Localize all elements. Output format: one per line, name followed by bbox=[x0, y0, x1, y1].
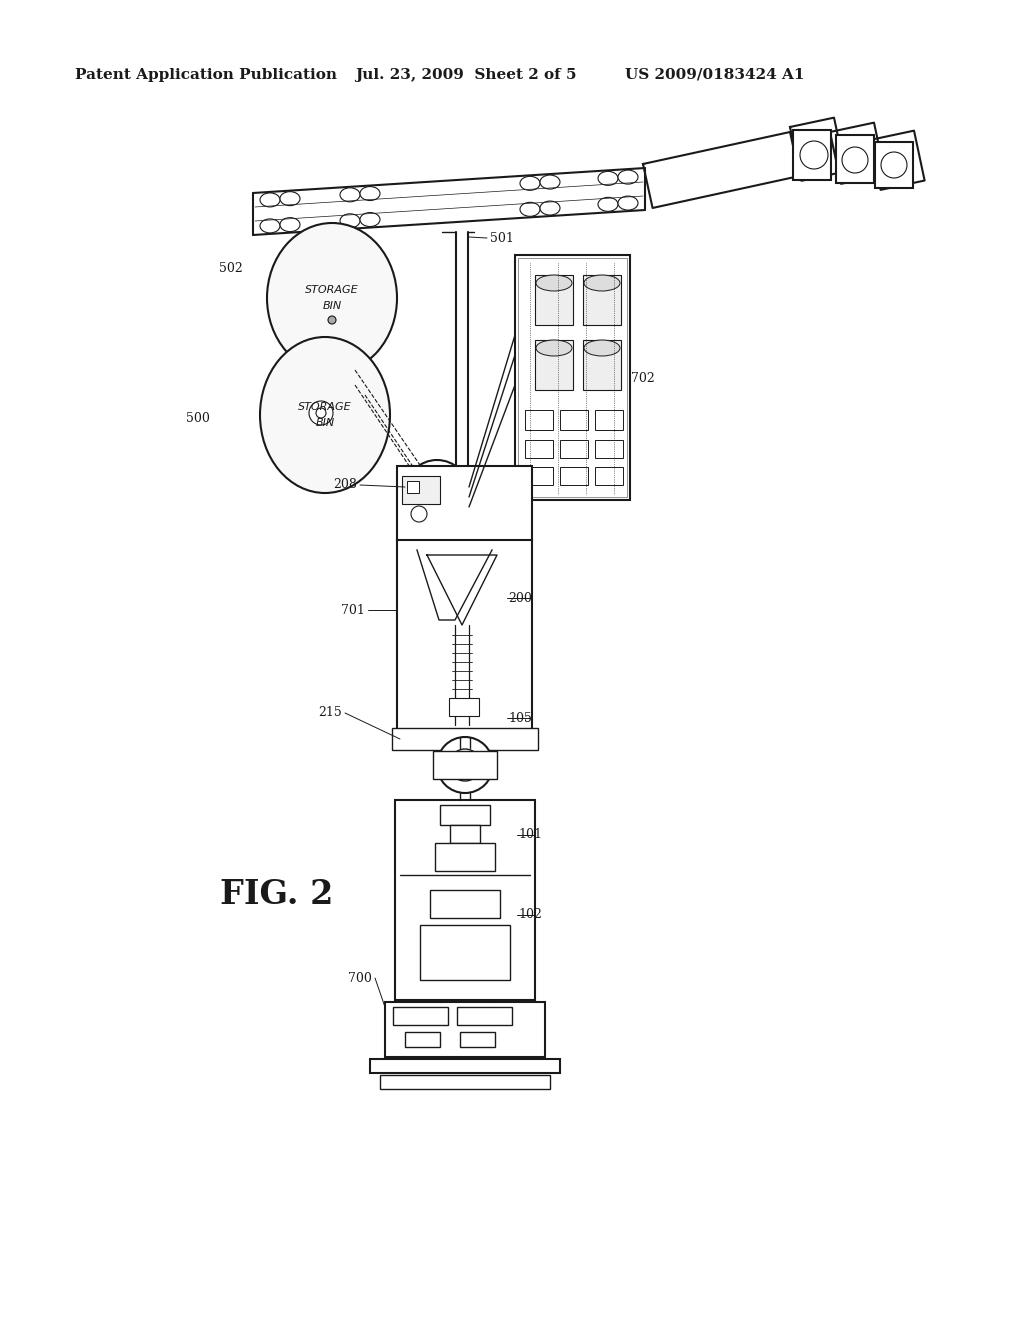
Bar bbox=[836, 135, 874, 183]
Bar bbox=[525, 467, 553, 484]
Bar bbox=[457, 1007, 512, 1026]
Bar bbox=[393, 1007, 449, 1026]
Bar bbox=[392, 729, 538, 750]
Bar bbox=[420, 925, 510, 979]
Bar bbox=[525, 411, 553, 430]
Bar bbox=[406, 1032, 440, 1047]
Text: FIG. 2: FIG. 2 bbox=[220, 879, 334, 912]
Bar bbox=[535, 341, 573, 389]
Text: 502: 502 bbox=[219, 261, 243, 275]
Ellipse shape bbox=[280, 191, 300, 206]
Ellipse shape bbox=[260, 337, 390, 492]
Ellipse shape bbox=[618, 170, 638, 183]
Bar bbox=[395, 800, 535, 1001]
Text: 501: 501 bbox=[490, 231, 514, 244]
Ellipse shape bbox=[360, 213, 380, 227]
Text: STORAGE: STORAGE bbox=[298, 403, 352, 412]
Bar bbox=[518, 257, 627, 498]
Ellipse shape bbox=[540, 176, 560, 189]
Text: STORAGE: STORAGE bbox=[305, 285, 358, 294]
Ellipse shape bbox=[520, 202, 540, 216]
Text: Patent Application Publication: Patent Application Publication bbox=[75, 69, 337, 82]
Ellipse shape bbox=[260, 219, 280, 232]
Circle shape bbox=[449, 748, 481, 781]
Text: 500: 500 bbox=[186, 412, 210, 425]
Text: Jul. 23, 2009  Sheet 2 of 5: Jul. 23, 2009 Sheet 2 of 5 bbox=[355, 69, 577, 82]
Ellipse shape bbox=[598, 172, 618, 185]
Bar bbox=[515, 255, 630, 500]
Bar bbox=[560, 467, 588, 484]
Text: 702: 702 bbox=[631, 371, 654, 384]
Circle shape bbox=[842, 147, 868, 173]
Text: 102: 102 bbox=[518, 908, 542, 921]
Circle shape bbox=[460, 760, 470, 770]
Bar bbox=[595, 411, 623, 430]
Text: 208: 208 bbox=[333, 479, 357, 491]
Ellipse shape bbox=[540, 201, 560, 215]
Bar bbox=[583, 275, 621, 325]
Bar bbox=[433, 751, 497, 779]
Text: 105: 105 bbox=[508, 711, 531, 725]
Bar bbox=[450, 825, 480, 843]
Bar bbox=[560, 411, 588, 430]
Circle shape bbox=[437, 737, 493, 793]
Bar bbox=[449, 698, 479, 715]
Bar bbox=[560, 440, 588, 458]
Ellipse shape bbox=[267, 223, 397, 374]
Ellipse shape bbox=[536, 341, 572, 356]
Bar bbox=[380, 1074, 550, 1089]
Ellipse shape bbox=[598, 198, 618, 211]
Bar bbox=[397, 540, 532, 730]
Bar bbox=[370, 1059, 560, 1073]
Text: 200: 200 bbox=[508, 591, 531, 605]
Bar bbox=[874, 143, 913, 187]
Bar bbox=[385, 1002, 545, 1057]
Ellipse shape bbox=[340, 187, 360, 202]
Ellipse shape bbox=[360, 186, 380, 201]
Circle shape bbox=[309, 401, 333, 425]
Text: BIN: BIN bbox=[315, 418, 335, 428]
Ellipse shape bbox=[536, 275, 572, 290]
Bar bbox=[793, 129, 831, 180]
Bar bbox=[430, 890, 500, 917]
Ellipse shape bbox=[618, 197, 638, 210]
Text: 701: 701 bbox=[341, 603, 365, 616]
Bar bbox=[583, 341, 621, 389]
Bar bbox=[595, 467, 623, 484]
Ellipse shape bbox=[584, 275, 620, 290]
Bar bbox=[435, 843, 495, 871]
Text: 700: 700 bbox=[348, 972, 372, 985]
Circle shape bbox=[406, 459, 469, 524]
Circle shape bbox=[316, 408, 326, 418]
Text: US 2009/0183424 A1: US 2009/0183424 A1 bbox=[625, 69, 805, 82]
Text: 101: 101 bbox=[518, 829, 542, 842]
Bar bbox=[595, 440, 623, 458]
Circle shape bbox=[800, 141, 828, 169]
Ellipse shape bbox=[520, 177, 540, 190]
Ellipse shape bbox=[340, 214, 360, 228]
Bar bbox=[397, 466, 532, 541]
Bar bbox=[535, 275, 573, 325]
Circle shape bbox=[419, 474, 455, 510]
Bar bbox=[460, 1032, 495, 1047]
Bar bbox=[440, 805, 490, 825]
Ellipse shape bbox=[584, 341, 620, 356]
Circle shape bbox=[411, 506, 427, 521]
Bar bbox=[402, 477, 440, 504]
Bar bbox=[525, 440, 553, 458]
Text: BIN: BIN bbox=[323, 301, 342, 312]
Bar bbox=[400, 730, 530, 748]
Bar bbox=[407, 480, 419, 492]
Circle shape bbox=[328, 315, 336, 323]
Ellipse shape bbox=[280, 218, 300, 231]
Text: 215: 215 bbox=[318, 706, 342, 719]
Ellipse shape bbox=[260, 193, 280, 207]
Circle shape bbox=[881, 152, 907, 178]
Circle shape bbox=[432, 487, 442, 498]
